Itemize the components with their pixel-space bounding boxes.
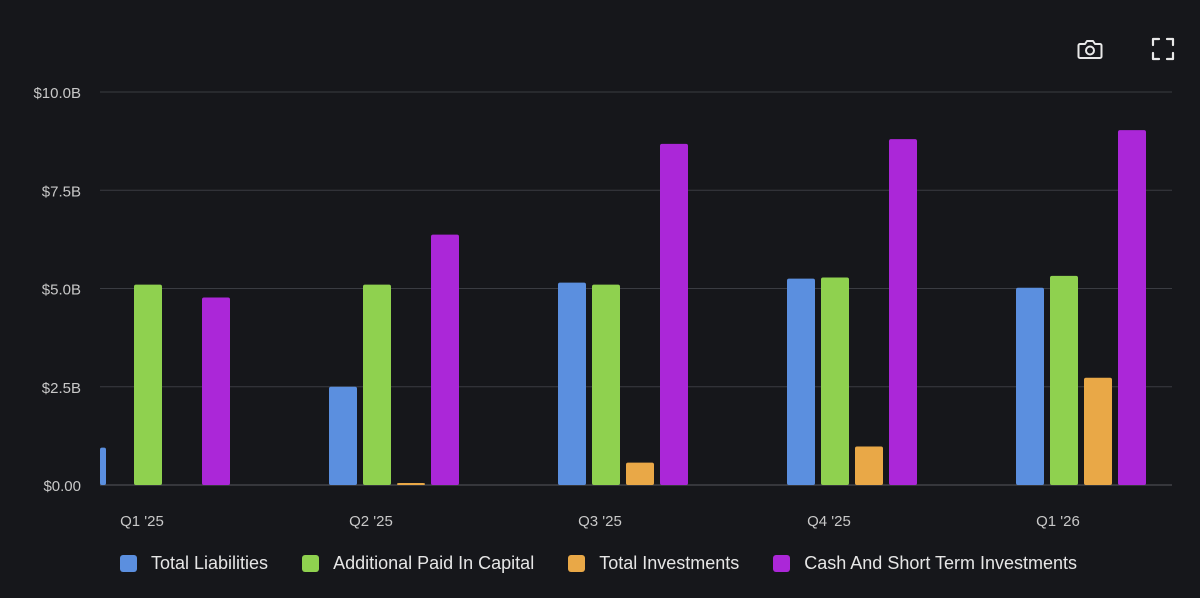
legend-item[interactable]: Additional Paid In Capital	[302, 553, 534, 574]
legend-label: Additional Paid In Capital	[333, 553, 535, 573]
x-tick-label: Q1 '25	[120, 513, 164, 530]
legend-swatch	[568, 555, 586, 572]
y-tick-label: $0.00	[43, 478, 81, 495]
bar-total-liabilities[interactable]	[787, 278, 815, 485]
fullscreen-icon	[1151, 37, 1175, 61]
bar-cash-and-short-term-investments[interactable]	[660, 143, 688, 485]
legend-label: Total Liabilities	[151, 553, 269, 573]
legend-item[interactable]: Total Liabilities	[120, 553, 268, 574]
bar-total-investments[interactable]	[626, 462, 654, 485]
bar-cash-and-short-term-investments[interactable]	[202, 297, 230, 485]
chart-legend: Total Liabilities Additional Paid In Capi…	[120, 553, 1111, 574]
bar-additional-paid-in-capital[interactable]	[134, 284, 162, 485]
legend-swatch	[773, 555, 791, 572]
x-tick-label: Q2 '25	[349, 513, 393, 530]
legend-swatch	[120, 555, 137, 572]
bar-total-liabilities[interactable]	[329, 386, 357, 485]
download-image-button[interactable]	[1075, 34, 1105, 64]
bar-cash-and-short-term-investments[interactable]	[431, 234, 459, 485]
bar-total-investments[interactable]	[1084, 377, 1112, 485]
camera-icon	[1077, 40, 1103, 59]
fullscreen-button[interactable]	[1148, 34, 1178, 64]
bar-total-investments[interactable]	[397, 483, 425, 485]
bar-cash-and-short-term-investments[interactable]	[889, 139, 917, 485]
x-tick-label: Q3 '25	[578, 513, 622, 530]
bar-total-liabilities[interactable]	[100, 447, 106, 485]
bar-total-investments[interactable]	[855, 446, 883, 485]
bar-additional-paid-in-capital[interactable]	[592, 284, 620, 485]
legend-swatch	[302, 555, 320, 572]
y-tick-label: $2.5B	[42, 380, 81, 397]
x-tick-label: Q1 '26	[1036, 513, 1080, 530]
y-tick-label: $5.0B	[42, 282, 81, 299]
bar-additional-paid-in-capital[interactable]	[1050, 275, 1078, 485]
bar-cash-and-short-term-investments[interactable]	[1118, 130, 1146, 485]
legend-item[interactable]: Cash And Short Term Investments	[773, 553, 1077, 574]
legend-label: Total Investments	[599, 553, 740, 573]
legend-item[interactable]: Total Investments	[568, 553, 739, 574]
bar-additional-paid-in-capital[interactable]	[821, 277, 849, 485]
y-tick-label: $10.0B	[33, 85, 81, 102]
bar-total-liabilities[interactable]	[1016, 287, 1044, 485]
legend-label: Cash And Short Term Investments	[804, 553, 1078, 573]
bar-chart: $0.00 $2.5B $5.0B $7.5B $10.0B Q1 '25 Q2 '25 Q3…	[33, 85, 1172, 530]
x-tick-label: Q4 '25	[807, 513, 851, 530]
y-tick-label: $7.5B	[42, 183, 81, 200]
bar-additional-paid-in-capital[interactable]	[363, 284, 391, 485]
bar-total-liabilities[interactable]	[558, 282, 586, 485]
